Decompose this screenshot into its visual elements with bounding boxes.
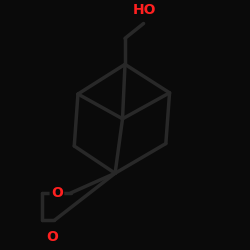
Text: O: O (51, 186, 63, 200)
Text: O: O (46, 230, 58, 244)
Text: O: O (46, 230, 58, 244)
Text: HO: HO (133, 3, 156, 17)
Text: HO: HO (133, 3, 156, 17)
Text: O: O (51, 186, 63, 200)
